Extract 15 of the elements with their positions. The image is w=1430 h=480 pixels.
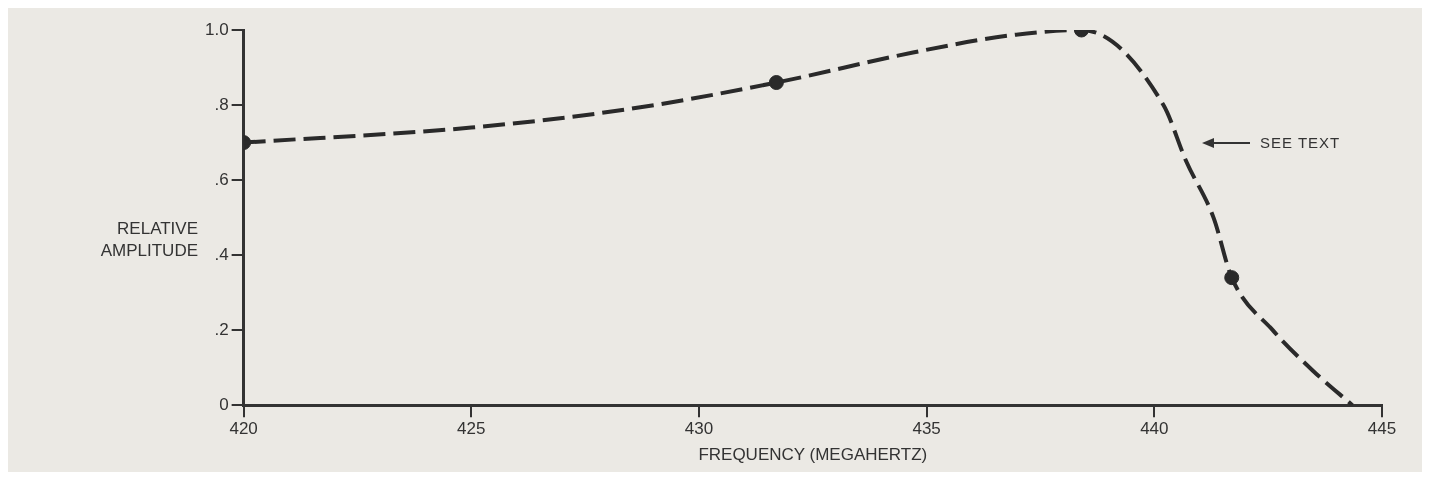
x-tick-label: 435 [912, 419, 941, 439]
y-axis-title: RELATIVE AMPLITUDE [99, 218, 198, 262]
y-tick-label: .2 [214, 319, 229, 339]
x-tick-label: 430 [684, 419, 714, 439]
y-tick-label: .4 [214, 244, 229, 264]
x-tick-label: 440 [1140, 419, 1169, 439]
x-tick-label: 425 [457, 419, 486, 439]
x-tick-label: 420 [229, 419, 258, 439]
annotation: SEE TEXT [1260, 134, 1341, 151]
x-tick-label: 445 [1367, 419, 1397, 439]
y-tick-label: .6 [214, 169, 229, 189]
y-tick-label: 0 [219, 394, 229, 414]
x-axis-title: FREQUENCY (MEGAHERTZ) [698, 445, 928, 465]
y-tick-label: 1.0 [204, 19, 229, 39]
y-tick-label: .8 [214, 94, 229, 114]
